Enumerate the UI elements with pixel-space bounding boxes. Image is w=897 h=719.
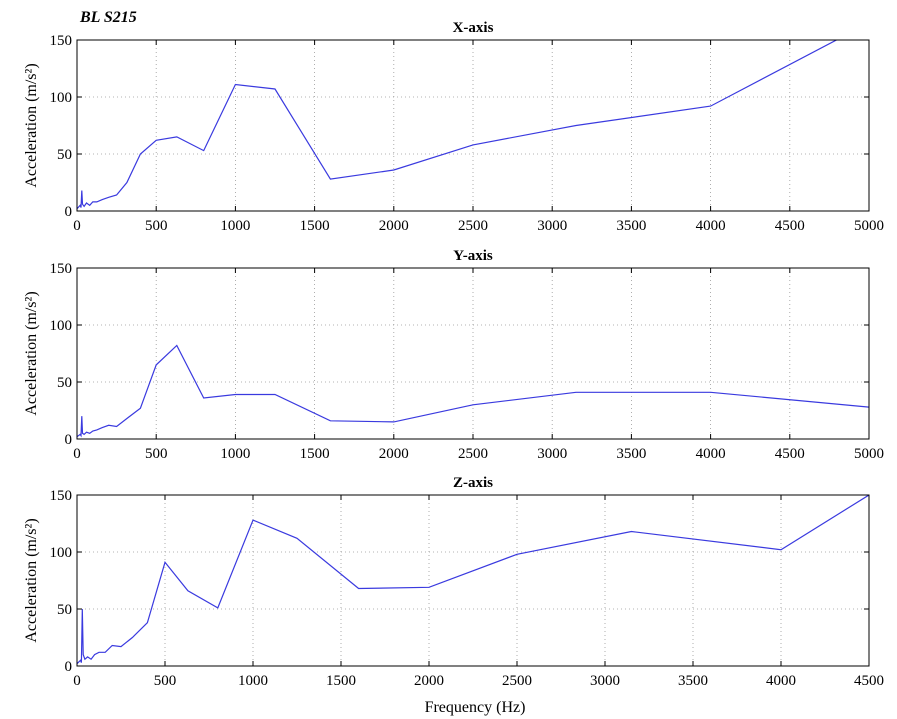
plot-frame <box>76 267 870 440</box>
chart-panel-2: 0 500 1000 1500 2000 2500 3000 3500 4000 4500 5000… <box>23 248 884 462</box>
x-tick-label: 1000 <box>220 218 250 234</box>
y-tick-label: 150 <box>50 261 73 277</box>
data-series-line <box>77 344 869 438</box>
x-tick-label: 2000 <box>414 673 444 689</box>
x-tick-label: 4000 <box>696 446 726 462</box>
y-tick-label: 100 <box>50 545 73 561</box>
x-tick-label: 2500 <box>458 218 488 234</box>
x-tick-label: 5000 <box>854 446 884 462</box>
y-tick-label: 100 <box>50 90 73 106</box>
x-tick-label: 4000 <box>766 673 796 689</box>
x-tick-label: 2000 <box>379 446 409 462</box>
plot-frame <box>76 494 870 667</box>
data-series-line <box>77 495 869 665</box>
x-tick-label: 3000 <box>590 673 620 689</box>
chart-panel-3: 0 500 1000 1500 2000 2500 3000 3500 4000 4500 0 50 1… <box>23 475 884 689</box>
x-tick-label: 4000 <box>696 218 726 234</box>
x-tick-label: 1000 <box>220 446 250 462</box>
y-tick-label: 0 <box>65 204 73 220</box>
y-tick-label: 100 <box>50 318 73 334</box>
y-axis-label: Acceleration (m/s²) <box>23 291 40 415</box>
y-tick-label: 0 <box>65 432 73 448</box>
x-tick-label: 1000 <box>238 673 268 689</box>
x-tick-label: 1500 <box>300 446 330 462</box>
y-tick-label: 0 <box>65 659 73 675</box>
figure-tag: BL S215 <box>79 9 137 26</box>
x-tick-label: 2000 <box>379 218 409 234</box>
chart-panel-1: 0 500 1000 1500 2000 2500 3000 3500 4000 4500 5000… <box>23 20 884 234</box>
panels: 0 500 1000 1500 2000 2500 3000 3500 4000 4500 5000… <box>23 20 884 689</box>
y-tick-label: 50 <box>57 375 72 391</box>
data-series-line <box>77 40 838 210</box>
y-tick-label: 150 <box>50 488 73 504</box>
chart-title: Y-axis <box>453 248 493 264</box>
y-tick-label: 50 <box>57 602 72 618</box>
x-axis-label: Frequency (Hz) <box>425 699 526 716</box>
x-tick-label: 4500 <box>775 446 805 462</box>
chart-title: X-axis <box>453 20 494 36</box>
chart-title: Z-axis <box>453 475 493 491</box>
y-axis-label: Acceleration (m/s²) <box>23 518 40 642</box>
x-tick-label: 2500 <box>458 446 488 462</box>
x-tick-label: 0 <box>73 446 81 462</box>
y-tick-label: 50 <box>57 147 72 163</box>
y-tick-label: 150 <box>50 33 73 49</box>
x-tick-label: 3500 <box>616 218 646 234</box>
plot-frame <box>76 39 870 212</box>
x-tick-label: 3500 <box>678 673 708 689</box>
x-tick-label: 4500 <box>854 673 884 689</box>
x-tick-label: 1500 <box>300 218 330 234</box>
x-tick-label: 5000 <box>854 218 884 234</box>
x-tick-label: 2500 <box>502 673 532 689</box>
x-tick-label: 3500 <box>616 446 646 462</box>
x-tick-label: 3000 <box>537 446 567 462</box>
x-tick-label: 500 <box>145 446 168 462</box>
x-tick-label: 0 <box>73 673 81 689</box>
x-tick-label: 500 <box>154 673 177 689</box>
x-tick-label: 500 <box>145 218 168 234</box>
y-axis-label: Acceleration (m/s²) <box>23 63 40 187</box>
x-tick-label: 3000 <box>537 218 567 234</box>
x-tick-label: 4500 <box>775 218 805 234</box>
x-tick-label: 1500 <box>326 673 356 689</box>
x-tick-label: 0 <box>73 218 81 234</box>
